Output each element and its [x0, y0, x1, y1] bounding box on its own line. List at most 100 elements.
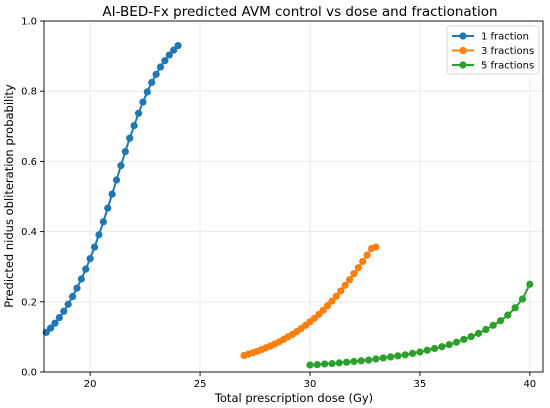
- y-tick-label: 0.8: [21, 87, 37, 98]
- data-point: [394, 352, 402, 360]
- data-point: [416, 348, 424, 356]
- data-point: [134, 109, 143, 117]
- data-point: [139, 98, 147, 106]
- data-point: [82, 265, 90, 273]
- series-3: [306, 280, 534, 369]
- data-point: [423, 346, 431, 354]
- y-tick-label: 0.0: [21, 368, 37, 379]
- data-point: [526, 280, 534, 288]
- data-point: [343, 358, 351, 366]
- data-point: [328, 297, 336, 305]
- data-point: [379, 354, 387, 362]
- legend-marker: [459, 61, 467, 69]
- data-point: [68, 292, 77, 301]
- data-point: [323, 302, 332, 310]
- legend-label: 5 fractions: [481, 61, 534, 72]
- legend-marker: [459, 32, 467, 40]
- x-tick-label: 40: [523, 379, 536, 390]
- data-point: [372, 243, 380, 251]
- data-point: [387, 353, 395, 361]
- series-line: [45, 44, 179, 334]
- legend-marker: [459, 46, 467, 55]
- y-tick-label: 1.0: [21, 17, 37, 28]
- data-point: [117, 162, 125, 170]
- data-point: [365, 356, 373, 364]
- data-point: [121, 147, 129, 156]
- data-point: [345, 276, 354, 284]
- data-point: [306, 361, 314, 369]
- data-point: [363, 251, 371, 259]
- data-point: [126, 134, 134, 142]
- data-point: [321, 360, 329, 368]
- data-point: [148, 78, 156, 87]
- data-point: [313, 361, 321, 369]
- chart-title: AI-BED-Fx predicted AVM control vs dose …: [102, 4, 497, 20]
- data-point: [445, 341, 453, 349]
- data-point: [430, 344, 439, 353]
- data-point: [357, 357, 365, 365]
- data-point: [401, 351, 409, 359]
- data-point: [460, 335, 468, 343]
- data-point: [60, 307, 68, 315]
- data-point: [156, 63, 165, 71]
- data-point: [341, 281, 349, 289]
- data-point: [143, 88, 151, 96]
- data-point: [511, 304, 519, 312]
- legend: 1 fraction 3 fractions 5 fractions: [446, 25, 540, 75]
- data-point: [359, 257, 367, 266]
- data-point: [161, 57, 169, 65]
- data-point: [350, 357, 358, 366]
- legend-item: 3 fractions: [452, 46, 534, 57]
- y-axis-label: Predicted nidus obliteration probability: [2, 84, 16, 308]
- data-point: [174, 41, 182, 50]
- data-point: [496, 317, 505, 325]
- data-point: [99, 218, 107, 226]
- data-point: [337, 287, 345, 295]
- data-point: [51, 319, 59, 327]
- data-point: [518, 295, 527, 303]
- data-point: [452, 338, 461, 346]
- data-point: [467, 332, 475, 341]
- legend-label: 1 fraction: [481, 32, 529, 43]
- data-point: [152, 70, 160, 78]
- data-point: [372, 355, 380, 363]
- data-point: [489, 321, 497, 329]
- data-point: [335, 359, 343, 367]
- data-point: [319, 306, 327, 314]
- data-point: [408, 349, 417, 357]
- data-point: [130, 122, 138, 130]
- x-tick-label: 25: [194, 379, 207, 390]
- x-tick-label: 35: [414, 379, 427, 390]
- data-point: [64, 300, 72, 308]
- data-point: [112, 176, 121, 184]
- data-point: [108, 190, 116, 198]
- data-point: [104, 204, 112, 212]
- data-point: [86, 255, 94, 263]
- data-point: [350, 270, 358, 278]
- series-2: [240, 243, 380, 360]
- data-point: [46, 324, 55, 332]
- data-point: [354, 264, 362, 272]
- y-tick-label: 0.6: [21, 157, 37, 168]
- data-point: [504, 311, 512, 319]
- data-point: [73, 284, 81, 292]
- y-tick-label: 0.4: [21, 227, 37, 238]
- data-point: [438, 343, 446, 351]
- data-point: [55, 314, 63, 322]
- data-point: [95, 231, 103, 239]
- legend-item: 5 fractions: [452, 61, 534, 72]
- plot-frame: [43, 20, 544, 373]
- legend-box: [446, 25, 540, 75]
- x-tick-label: 30: [304, 379, 317, 390]
- x-axis-label: Total prescription dose (Gy): [214, 391, 373, 405]
- data-point: [90, 243, 99, 251]
- y-tick-label: 0.2: [21, 297, 37, 308]
- data-point: [165, 51, 173, 59]
- data-point: [328, 359, 336, 368]
- data-point: [170, 46, 178, 54]
- x-tick-label: 20: [84, 379, 97, 390]
- legend-label: 3 fractions: [481, 46, 534, 57]
- data-point: [332, 292, 340, 300]
